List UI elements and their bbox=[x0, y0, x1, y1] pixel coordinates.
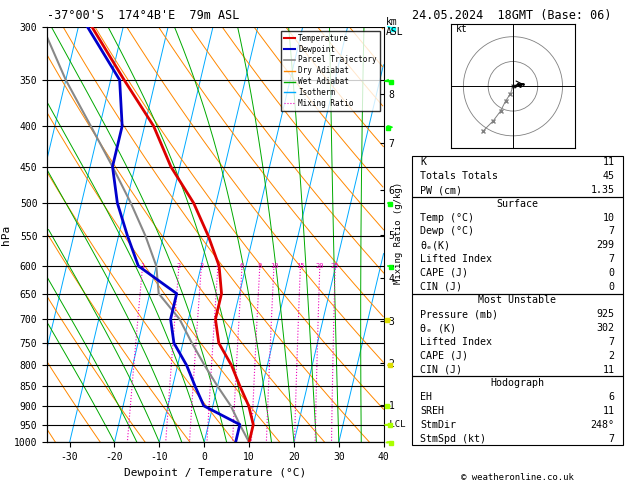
Text: StmSpd (kt): StmSpd (kt) bbox=[420, 434, 486, 444]
Text: 248°: 248° bbox=[590, 420, 615, 430]
Text: 7: 7 bbox=[608, 254, 615, 264]
Text: 925: 925 bbox=[596, 309, 615, 319]
Text: CAPE (J): CAPE (J) bbox=[420, 268, 469, 278]
Bar bbox=[412, 197, 623, 294]
Text: 4: 4 bbox=[216, 263, 220, 269]
Text: 302: 302 bbox=[596, 323, 615, 333]
Text: Mixing Ratio (g/kg): Mixing Ratio (g/kg) bbox=[394, 182, 403, 284]
X-axis label: Dewpoint / Temperature (°C): Dewpoint / Temperature (°C) bbox=[125, 468, 306, 478]
Text: © weatheronline.co.uk: © weatheronline.co.uk bbox=[460, 473, 574, 482]
Legend: Temperature, Dewpoint, Parcel Trajectory, Dry Adiabat, Wet Adiabat, Isotherm, Mi: Temperature, Dewpoint, Parcel Trajectory… bbox=[281, 31, 380, 111]
Text: ASL: ASL bbox=[386, 27, 404, 36]
Bar bbox=[412, 377, 623, 446]
Text: CAPE (J): CAPE (J) bbox=[420, 351, 469, 361]
Y-axis label: hPa: hPa bbox=[1, 225, 11, 244]
Text: -37°00'S  174°4B'E  79m ASL: -37°00'S 174°4B'E 79m ASL bbox=[47, 9, 240, 22]
Text: kt: kt bbox=[456, 24, 468, 34]
Text: 7: 7 bbox=[608, 337, 615, 347]
Text: 15: 15 bbox=[296, 263, 304, 269]
Text: 0: 0 bbox=[608, 282, 615, 292]
Text: Lifted Index: Lifted Index bbox=[420, 337, 493, 347]
Text: 1.35: 1.35 bbox=[590, 185, 615, 195]
Text: 11: 11 bbox=[603, 157, 615, 167]
Text: LCL: LCL bbox=[384, 420, 405, 429]
Text: Totals Totals: Totals Totals bbox=[420, 171, 498, 181]
Text: θₑ(K): θₑ(K) bbox=[420, 240, 450, 250]
Text: 10: 10 bbox=[603, 213, 615, 223]
Text: θₑ (K): θₑ (K) bbox=[420, 323, 457, 333]
Text: Most Unstable: Most Unstable bbox=[478, 295, 557, 306]
Text: Hodograph: Hodograph bbox=[491, 378, 544, 388]
Text: 11: 11 bbox=[603, 364, 615, 375]
Text: 6: 6 bbox=[240, 263, 244, 269]
Text: 1: 1 bbox=[140, 263, 145, 269]
Text: StmDir: StmDir bbox=[420, 420, 457, 430]
Text: 299: 299 bbox=[596, 240, 615, 250]
Text: Surface: Surface bbox=[496, 199, 538, 209]
Text: Pressure (mb): Pressure (mb) bbox=[420, 309, 498, 319]
Text: 24.05.2024  18GMT (Base: 06): 24.05.2024 18GMT (Base: 06) bbox=[412, 9, 611, 22]
Text: 3: 3 bbox=[199, 263, 204, 269]
Text: 20: 20 bbox=[316, 263, 324, 269]
Text: Temp (°C): Temp (°C) bbox=[420, 213, 474, 223]
Text: 8: 8 bbox=[258, 263, 262, 269]
Text: 7: 7 bbox=[608, 226, 615, 237]
Text: PW (cm): PW (cm) bbox=[420, 185, 462, 195]
Bar bbox=[412, 156, 623, 197]
Text: km: km bbox=[386, 17, 398, 27]
Text: 25: 25 bbox=[331, 263, 340, 269]
Bar bbox=[412, 294, 623, 377]
Text: K: K bbox=[420, 157, 426, 167]
Text: EH: EH bbox=[420, 392, 432, 402]
Text: Lifted Index: Lifted Index bbox=[420, 254, 493, 264]
Text: 2: 2 bbox=[608, 351, 615, 361]
Text: 45: 45 bbox=[603, 171, 615, 181]
Text: 10: 10 bbox=[270, 263, 278, 269]
Text: SREH: SREH bbox=[420, 406, 445, 416]
Text: Dewp (°C): Dewp (°C) bbox=[420, 226, 474, 237]
Text: 2: 2 bbox=[177, 263, 181, 269]
Text: 11: 11 bbox=[603, 406, 615, 416]
Text: CIN (J): CIN (J) bbox=[420, 364, 462, 375]
Text: CIN (J): CIN (J) bbox=[420, 282, 462, 292]
Text: 7: 7 bbox=[608, 434, 615, 444]
Text: 6: 6 bbox=[608, 392, 615, 402]
Text: 0: 0 bbox=[608, 268, 615, 278]
